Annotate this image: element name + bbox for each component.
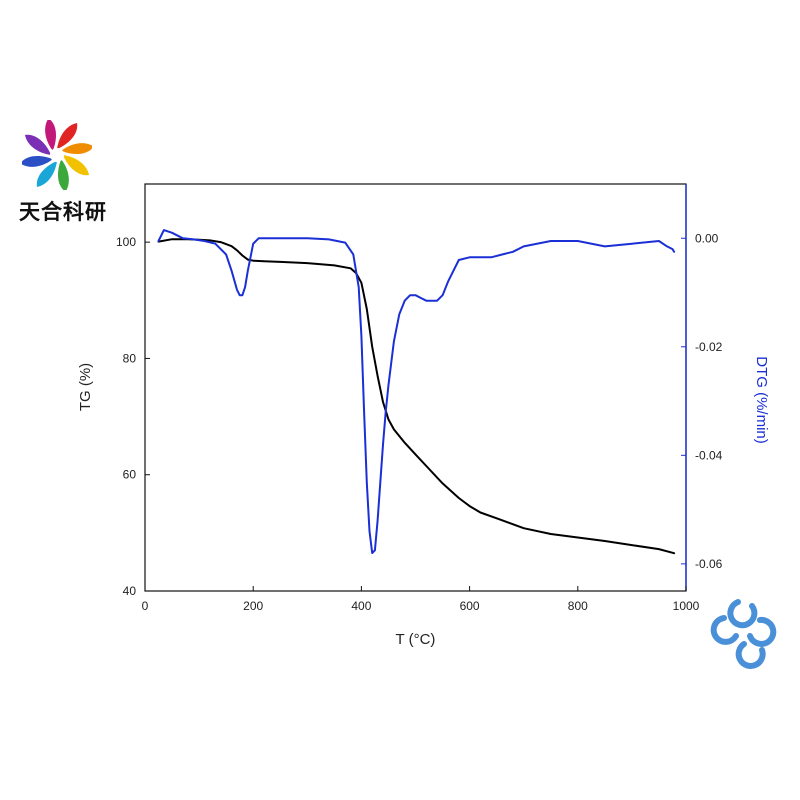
y-left-tick-label: 40 [123,584,137,598]
x-axis-title: T (°C) [396,631,436,648]
y-left-tick-label: 80 [123,351,137,365]
y-left-tick-label: 100 [116,235,136,249]
y-right-tick-label: -0.02 [695,340,723,354]
y-right-tick-label: -0.04 [695,448,723,462]
y-left-tick-label: 60 [123,468,137,482]
x-tick-label: 400 [351,599,371,613]
x-tick-label: 800 [568,599,588,613]
x-tick-label: 200 [243,599,263,613]
y-axis-title-left: TG (%) [77,363,94,411]
brand-name: 天合科研 [19,199,107,224]
rainbow-swirl-icon [22,120,92,190]
x-tick-label: 600 [460,599,480,613]
series-layer [157,229,676,555]
y-right-tick-label: 0.00 [695,231,719,245]
y-axis-title-right: DTG (%/min) [753,356,770,444]
dtg-series-line [157,229,676,554]
tg-series-line [157,238,676,555]
y-right-tick-label: -0.06 [695,557,723,571]
blue-rings-icon [710,599,777,669]
x-tick-label: 0 [142,599,149,613]
tick-layer: 0 200 400 600 800 1000 40 60 80 100 -0.06 -0.04 -0.0… [116,231,723,613]
x-tick-label: 1000 [673,599,700,613]
